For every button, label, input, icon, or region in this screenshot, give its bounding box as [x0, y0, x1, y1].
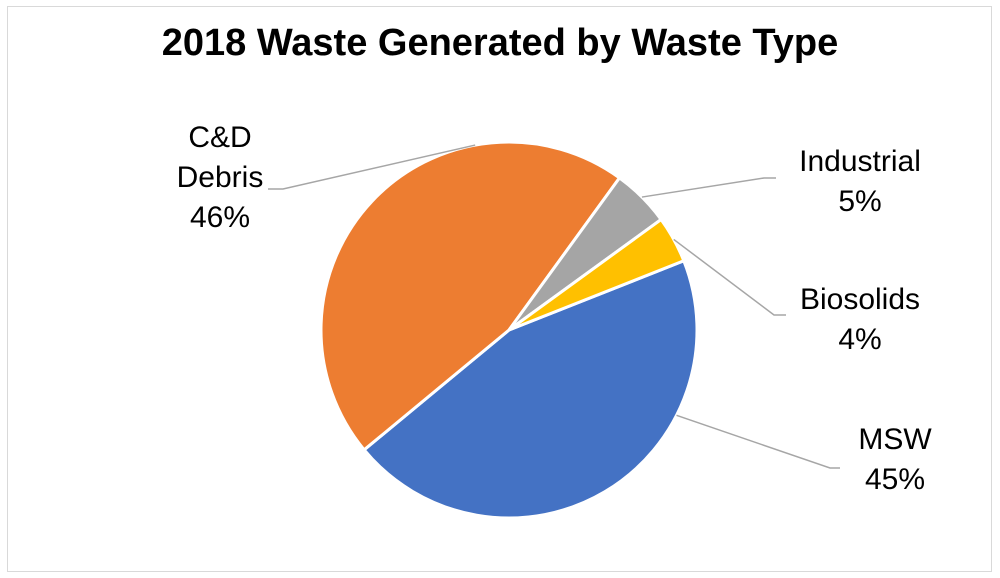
data-label-msw-name: MSW: [858, 423, 932, 456]
leader-lines: [268, 144, 840, 469]
data-label-msw: MSW 45%: [835, 420, 955, 500]
data-label-cd-line1: C&D: [188, 121, 252, 154]
data-label-cd-value: 46%: [189, 201, 251, 234]
leader-line-biosolids: [673, 238, 786, 316]
data-label-msw-value: 45%: [864, 463, 926, 496]
data-label-biosolids-value: 4%: [838, 323, 882, 356]
leader-line-msw: [676, 414, 840, 469]
leader-line-industrial: [641, 177, 776, 198]
pie-slices: [319, 140, 699, 520]
data-label-industrial-name: Industrial: [799, 145, 921, 178]
chart-title: 2018 Waste Generated by Waste Type: [161, 22, 839, 64]
pie-slice-msw: [362, 258, 699, 520]
data-label-cd-debris: C&D Debris 46%: [160, 118, 280, 238]
data-label-biosolids-name: Biosolids: [799, 283, 921, 316]
data-label-industrial: Industrial 5%: [760, 142, 960, 222]
data-label-cd-line2: Debris: [176, 161, 264, 194]
leader-line-c-d-debris: [268, 144, 476, 190]
pie-slice-c-d-debris: [319, 140, 622, 452]
data-label-industrial-value: 5%: [838, 185, 882, 218]
data-label-biosolids: Biosolids 4%: [770, 280, 950, 360]
pie-slice-biosolids: [508, 217, 686, 332]
